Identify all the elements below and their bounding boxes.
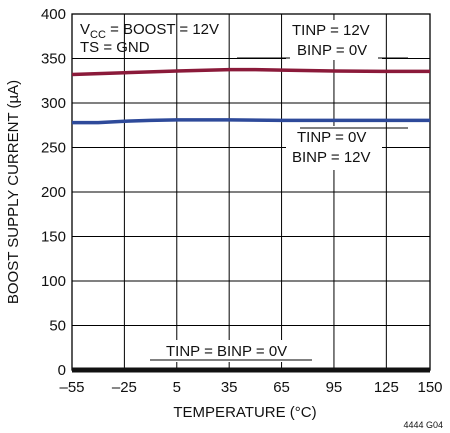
y-tick-label: 350	[41, 51, 66, 68]
y-tick-label: 150	[41, 229, 66, 246]
series-group	[71, 67, 430, 373]
y-tick-label: 250	[41, 140, 66, 157]
mid-series-label-2: BINP = 12V	[292, 149, 371, 166]
x-tick-label: –55	[59, 379, 84, 396]
x-tick-label: 95	[326, 379, 343, 396]
mid-label-bg	[286, 126, 382, 170]
axes: TEMPERATURE (°C) BOOST SUPPLY CURRENT (µ…	[5, 6, 443, 430]
series-line-1	[71, 67, 430, 77]
figure-code: 4444 G04	[403, 420, 443, 430]
top-series-label-1: TINP = 12V	[292, 22, 370, 39]
bottom-series-label: TINP = BINP = 0V	[166, 343, 287, 360]
y-tick-label: 0	[58, 362, 66, 379]
y-tick-label: 400	[41, 6, 66, 23]
x-tick-label: –25	[112, 379, 137, 396]
conditions-label-2: TS = GND	[80, 39, 150, 56]
x-tick-label: 65	[273, 379, 290, 396]
y-axis-label: BOOST SUPPLY CURRENT (µA)	[5, 80, 22, 304]
x-axis-label: TEMPERATURE (°C)	[173, 404, 316, 421]
y-tick-label: 100	[41, 273, 66, 290]
top-series-label-2: BINP = 0V	[297, 42, 367, 59]
y-tick-label: 50	[49, 318, 66, 335]
conditions-label: VCC = BOOST = 12V	[80, 21, 219, 41]
x-tick-label: 125	[374, 379, 399, 396]
bottom-label-bg	[160, 340, 308, 362]
x-tick-label: 150	[417, 379, 442, 396]
annotations: VCC = BOOST = 12V TS = GND TINP = 12V BI…	[80, 20, 408, 362]
x-tick-label: 35	[221, 379, 238, 396]
mid-series-label-1: TINP = 0V	[297, 129, 366, 146]
y-tick-label: 200	[41, 184, 66, 201]
y-tick-label: 300	[41, 95, 66, 112]
top-label-bg	[286, 20, 382, 60]
series-line-2	[72, 118, 430, 125]
grid	[71, 13, 431, 371]
x-tick-label: 5	[173, 379, 181, 396]
